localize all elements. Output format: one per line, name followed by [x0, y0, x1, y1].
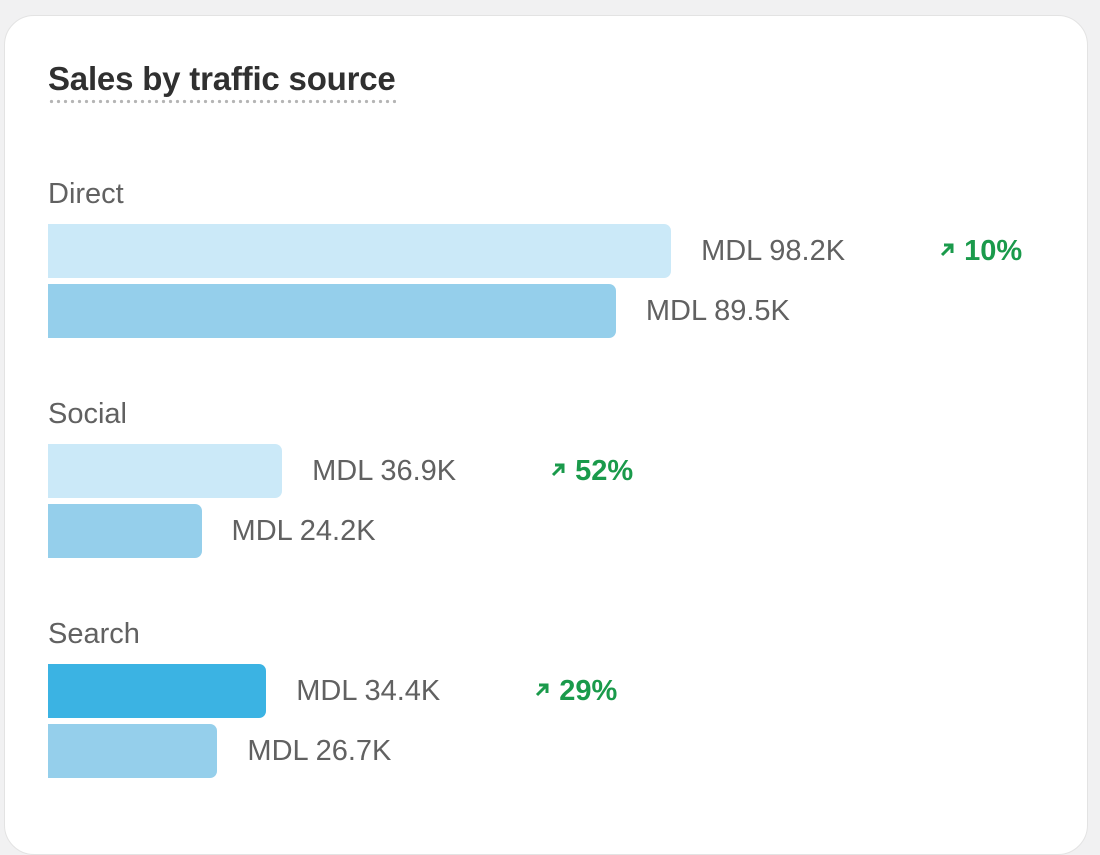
chart-title[interactable]: Sales by traffic source [48, 60, 396, 104]
change-value: 52% [575, 455, 634, 487]
arrow-up-right-icon [941, 243, 954, 257]
category-label-social: Social [48, 398, 127, 430]
value-label: MDL 89.5K [645, 295, 790, 327]
value-label: MDL 26.7K [247, 735, 392, 767]
bar-search-current[interactable] [48, 664, 267, 718]
change-value: 29% [559, 675, 618, 707]
value-label: MDL 24.2K [231, 515, 376, 547]
arrow-up-right-icon [536, 683, 549, 697]
value-label: MDL 98.2K [701, 235, 846, 267]
category-label-search: Search [48, 618, 140, 650]
change-badge: 29% [533, 664, 617, 718]
value-label: MDL 36.9K [312, 455, 457, 487]
category-label-direct: Direct [48, 178, 124, 210]
arrow-up-right-icon [552, 463, 565, 477]
bar-social-current[interactable] [48, 444, 283, 498]
value-label: MDL 34.4K [296, 675, 441, 707]
bar-search-previous[interactable] [48, 724, 218, 778]
bar-direct-current[interactable] [48, 224, 672, 278]
change-value: 10% [964, 235, 1023, 267]
change-badge: 52% [549, 444, 633, 498]
bar-direct-previous[interactable] [48, 284, 616, 338]
bar-social-previous[interactable] [48, 504, 202, 558]
change-badge: 10% [938, 224, 1022, 278]
